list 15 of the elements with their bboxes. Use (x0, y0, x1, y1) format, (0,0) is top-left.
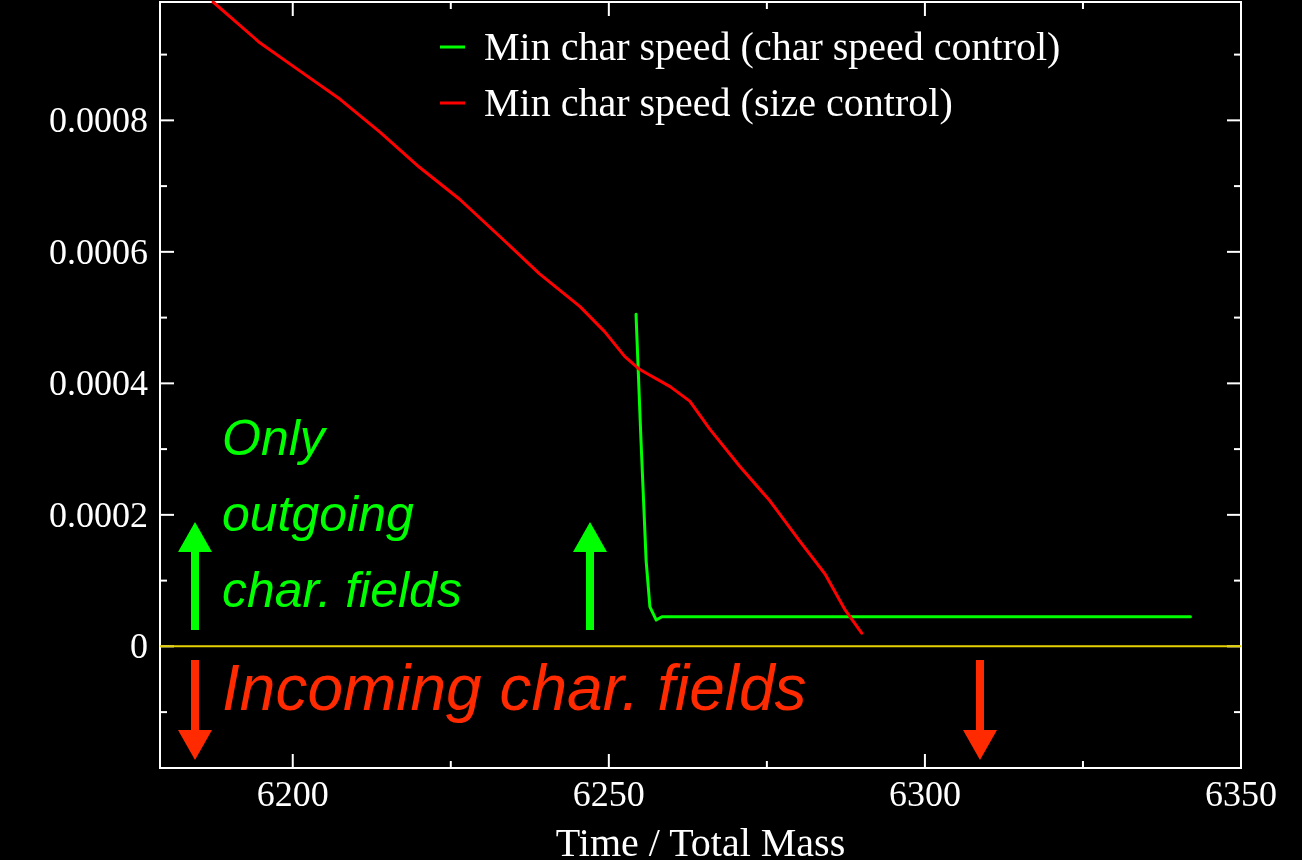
line-series (634, 312, 1192, 622)
x-tick-label: 6250 (572, 774, 645, 814)
y-tick-label: 0.0008 (49, 100, 148, 141)
y-tick-label: 0.0004 (49, 363, 148, 404)
y-tick-label: 0 (130, 626, 148, 667)
annotation: Incoming char. fields (222, 652, 807, 724)
y-tick-label: 0.0002 (49, 494, 148, 535)
x-tick-label: 6300 (888, 774, 961, 814)
x-tick-label: 6350 (1205, 774, 1277, 814)
x-axis-title: Time / Total Mass (555, 820, 846, 860)
legend-label: Min char speed (size control) (484, 80, 953, 125)
annotation: Only outgoing char. fields (222, 410, 462, 618)
legend-label: Min char speed (char speed control) (484, 24, 1061, 69)
y-tick-label: 0.0006 (49, 231, 148, 272)
x-tick-label: 6200 (256, 774, 329, 814)
